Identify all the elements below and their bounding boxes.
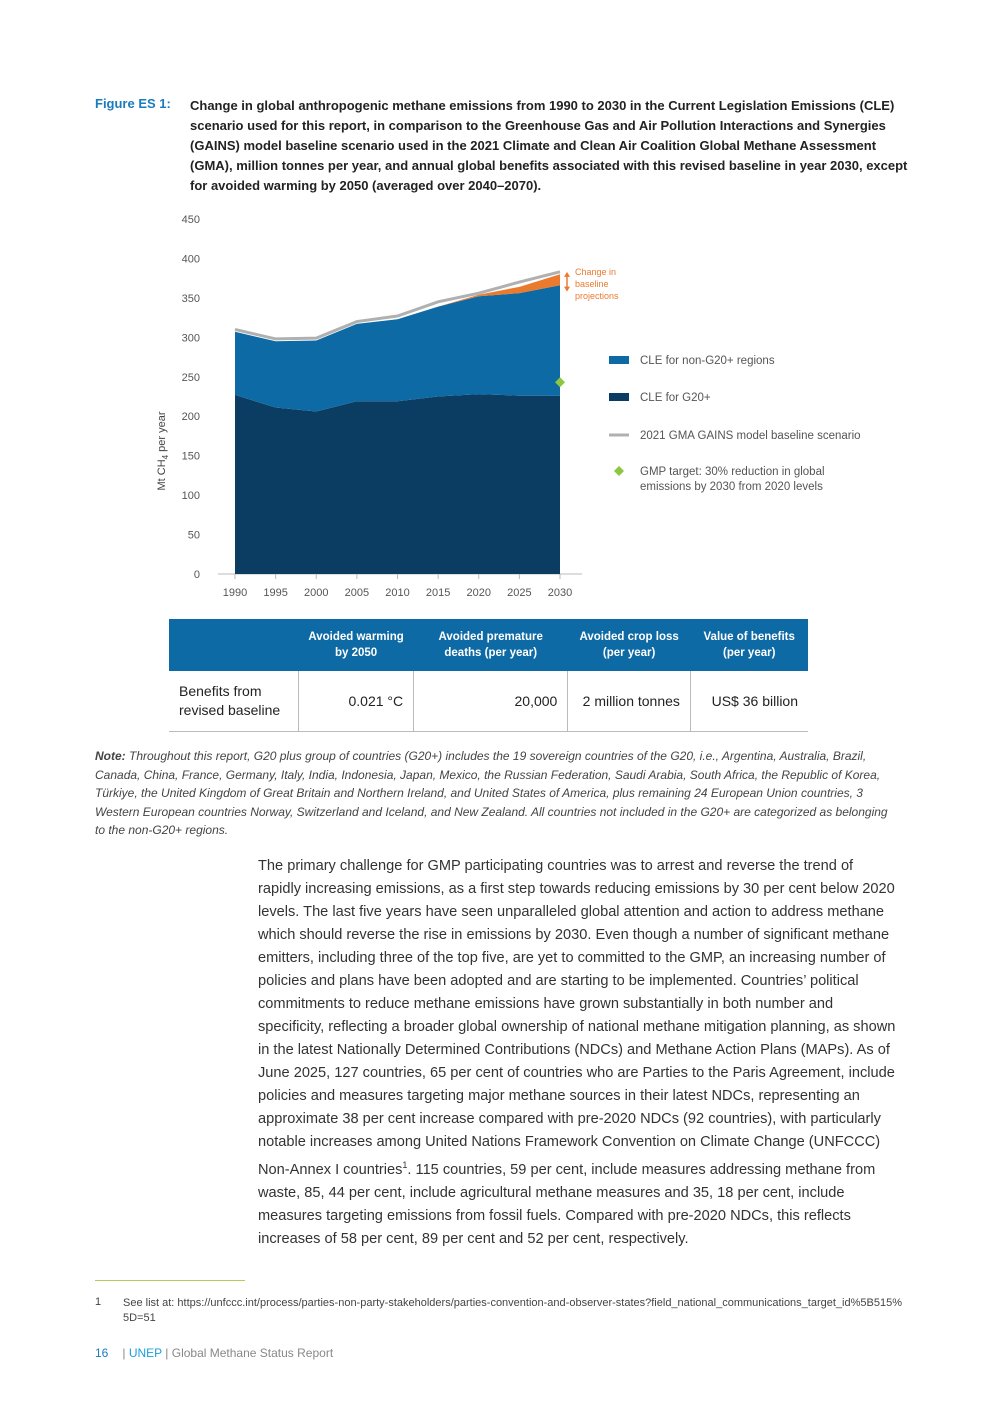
legend-label: 2021 GMA GAINS model baseline scenario	[640, 430, 861, 442]
body-part1: The primary challenge for GMP participat…	[258, 858, 896, 1178]
x-tick-label: 2030	[548, 587, 572, 599]
y-tick-label: 300	[182, 332, 200, 344]
y-axis: 0 50 100 150 200 250 300 350 400 450	[182, 214, 200, 581]
legend-swatch	[614, 466, 624, 476]
figure-caption: Change in global anthropogenic methane e…	[190, 98, 908, 193]
footer-org: UNEP	[128, 1346, 162, 1360]
page-footer: 16 | UNEP | Global Methane Status Report	[95, 1346, 333, 1360]
y-tick-label: 0	[194, 569, 200, 581]
figure-label: Figure ES 1:	[95, 96, 171, 111]
change-annotation: Change in baseline projections	[564, 267, 619, 301]
legend-label: GMP target: 30% reduction in global	[640, 466, 825, 478]
y-tick-label: 50	[188, 530, 200, 542]
legend-label: CLE for G20+	[640, 392, 711, 404]
legend-swatch	[609, 393, 629, 401]
table-cell-crop: 2 million tonnes	[567, 671, 691, 732]
x-tick-label: 2000	[304, 587, 328, 599]
y-tick-label: 350	[182, 293, 200, 305]
x-tick-label: 2025	[507, 587, 531, 599]
annotation-arrow-up	[564, 271, 570, 277]
gmp-target-marker	[555, 377, 565, 388]
x-tick-label: 1995	[263, 587, 287, 599]
y-tick-label: 150	[182, 451, 200, 463]
y-tick-label: 450	[182, 214, 200, 226]
table-row-label: Benefits from revised baseline	[169, 671, 299, 732]
chart-legend: CLE for non-G20+ regions CLE for G20+ 2021…	[609, 355, 861, 493]
y-tick-label: 100	[182, 490, 200, 502]
annotation-text: projections	[575, 291, 619, 301]
table-header-row: Avoided warming by 2050 Avoided prematur…	[169, 619, 808, 671]
footer-sep2: |	[161, 1346, 172, 1360]
target-diamond	[555, 377, 565, 388]
table-row: Benefits from revised baseline 0.021 °C …	[169, 671, 808, 732]
table-header-crop: Avoided crop loss (per year)	[567, 619, 691, 671]
legend-label: emissions by 2030 from 2020 levels	[640, 481, 823, 493]
annotation-text: Change in	[575, 267, 616, 277]
table-header-deaths: Avoided premature deaths (per year)	[413, 619, 568, 671]
annotation-arrow-down	[564, 286, 570, 292]
footer-sep1: |	[122, 1346, 129, 1360]
footnote-ref[interactable]: 1	[402, 1160, 408, 1170]
y-axis-label-tail: per year	[156, 411, 168, 455]
table-header-value: Value of benefits (per year)	[690, 619, 808, 671]
y-tick-label: 200	[182, 411, 200, 423]
footnote-text: See list at: https://unfccc.int/process/…	[123, 1297, 902, 1324]
footnote-divider	[95, 1280, 245, 1281]
x-tick-label: 1990	[223, 587, 247, 599]
x-axis: 1990 1995 2000 2005 2010 2015 2020 2025 2030	[218, 573, 582, 599]
y-axis-label-sub: 4	[161, 454, 170, 459]
table-cell-warming: 0.021 °C	[298, 671, 415, 732]
methane-emissions-chart: 0 50 100 150 200 250 300 350 400 450 1990 1995 2000…	[156, 214, 861, 599]
body-paragraph: The primary challenge for GMP participat…	[258, 855, 898, 1251]
page-number: 16	[95, 1346, 109, 1360]
benefits-table: Avoided warming by 2050 Avoided prematur…	[169, 619, 808, 732]
x-tick-label: 2020	[467, 587, 491, 599]
y-axis-label: Mt CH4 per year	[156, 411, 170, 490]
x-tick-label: 2015	[426, 587, 450, 599]
table-cell-deaths: 20,000	[413, 671, 569, 732]
area-series-0	[235, 394, 560, 574]
table-cell-value: US$ 36 billion	[690, 671, 808, 732]
chart-areas	[235, 274, 560, 574]
footer-title: Global Methane Status Report	[171, 1346, 334, 1360]
footnote-number: 1	[95, 1296, 102, 1308]
x-tick-label: 2010	[385, 587, 409, 599]
baseline-polyline	[234, 270, 561, 341]
note-lead: Note:	[95, 749, 126, 763]
note-text: Throughout this report, G20 plus group o…	[95, 749, 888, 837]
legend-label: CLE for non-G20+ regions	[640, 355, 775, 367]
body-part2: . 115 countries, 59 per cent, include me…	[258, 1161, 876, 1247]
y-tick-label: 400	[182, 253, 200, 265]
area-series-1	[235, 285, 560, 412]
x-tick-label: 2005	[345, 587, 369, 599]
y-axis-label-main: Mt CH	[156, 459, 168, 490]
figure-note: Note: Throughout this report, G20 plus g…	[95, 747, 895, 840]
table-header-blank	[169, 619, 299, 671]
legend-swatch	[609, 356, 629, 364]
baseline-line	[234, 270, 561, 341]
y-tick-label: 250	[182, 372, 200, 384]
annotation-text: baseline	[575, 279, 609, 289]
table-header-warming: Avoided warming by 2050	[298, 619, 414, 671]
